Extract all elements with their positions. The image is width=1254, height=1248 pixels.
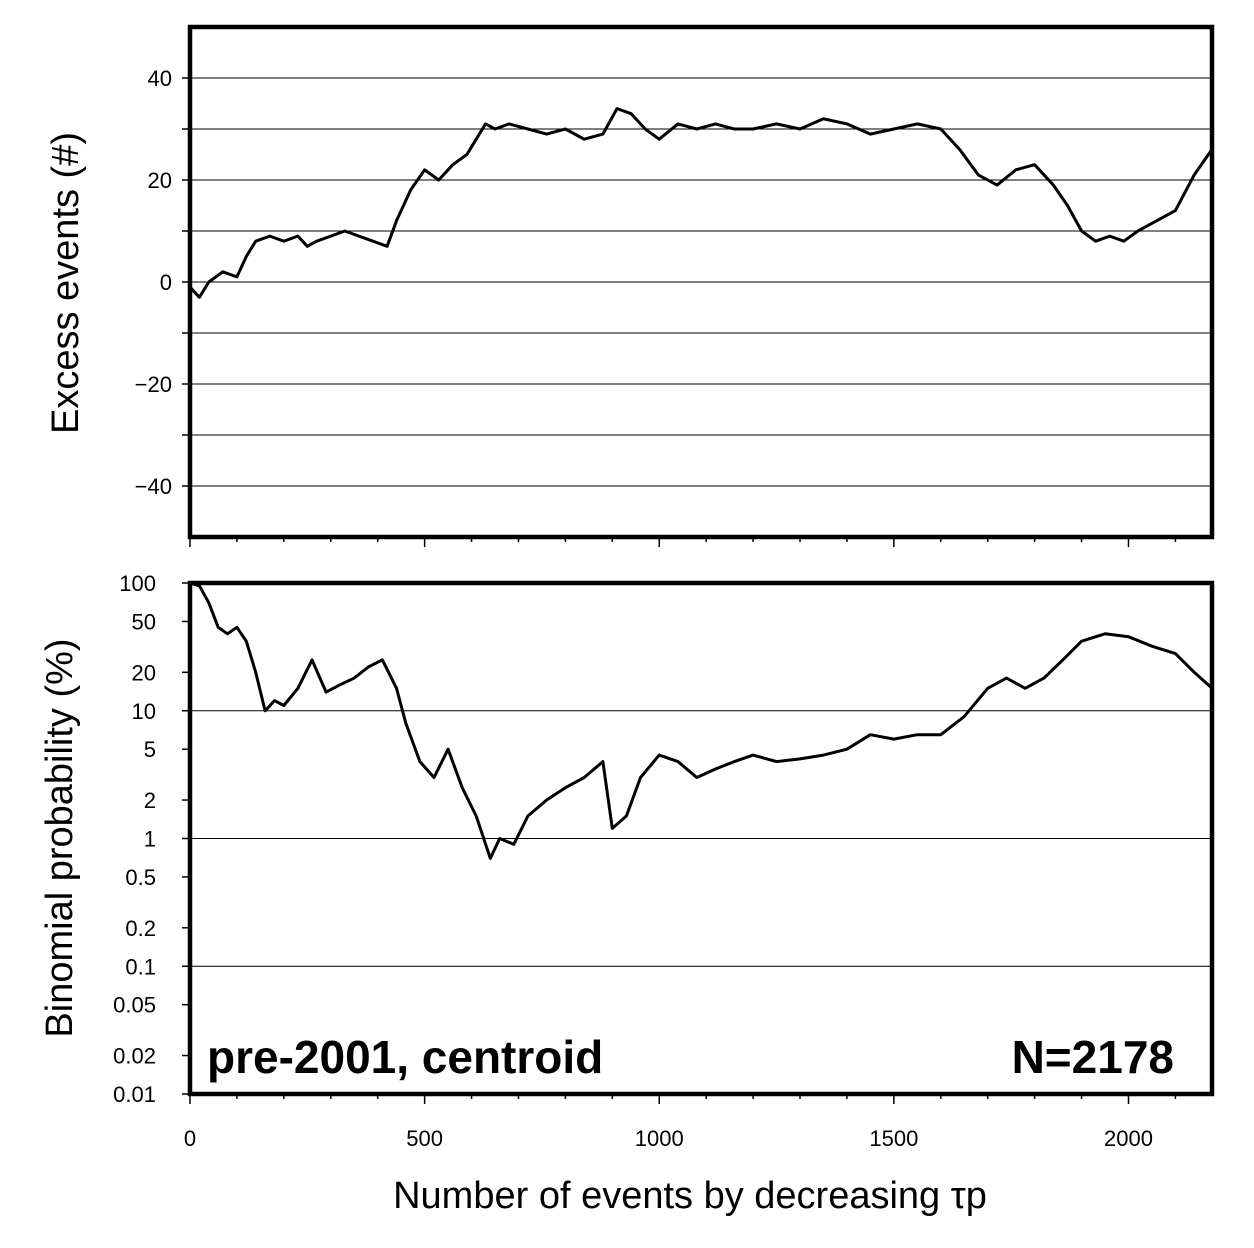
bottom-y-tick-label: 100 bbox=[119, 571, 156, 596]
dataset-annotation: pre-2001, centroid bbox=[207, 1031, 603, 1083]
x-tick-label: 500 bbox=[406, 1126, 443, 1151]
x-axis-title: Number of events by decreasing τp bbox=[393, 1175, 987, 1217]
top-y-tick-label: 40 bbox=[148, 66, 172, 91]
bottom-y-tick-label: 0.1 bbox=[125, 954, 156, 979]
bottom-y-tick-label: 0.01 bbox=[113, 1082, 156, 1107]
bottom-y-tick-label: 50 bbox=[132, 609, 156, 634]
bottom-y-tick-label: 2 bbox=[144, 788, 156, 813]
bottom-plot-frame bbox=[187, 580, 1215, 1097]
top-y-tick-label: 0 bbox=[160, 270, 172, 295]
bottom-y-tick-label: 10 bbox=[132, 699, 156, 724]
top-y-axis-title: Excess events (#) bbox=[45, 132, 87, 434]
bottom-y-tick-label: 5 bbox=[144, 737, 156, 762]
binomial-probability-line bbox=[189, 581, 1214, 860]
bottom-y-tick-label: 0.2 bbox=[125, 916, 156, 941]
top-y-tick-label: −40 bbox=[135, 474, 172, 499]
top-y-tick-label: −20 bbox=[135, 372, 172, 397]
x-tick-label: 1000 bbox=[635, 1126, 684, 1151]
top-plot-frame bbox=[187, 24, 1215, 540]
bottom-y-tick-label: 1 bbox=[144, 827, 156, 852]
excess-events-line bbox=[188, 107, 1214, 299]
bottom-y-axis-title: Binomial probability (%) bbox=[39, 638, 81, 1037]
top-y-tick-label: 20 bbox=[148, 168, 172, 193]
bottom-y-tick-label: 0.5 bbox=[125, 865, 156, 890]
x-tick-label: 2000 bbox=[1104, 1126, 1153, 1151]
bottom-y-tick-label: 20 bbox=[132, 660, 156, 685]
count-annotation: N=2178 bbox=[1012, 1031, 1174, 1083]
binomial-probability-panel: 100 50 20 10 5 2 1 0.5 0.2 0.1 0.05 0.02 0.01 0 500 100… bbox=[113, 571, 1215, 1151]
x-tick-label: 1500 bbox=[869, 1126, 918, 1151]
excess-events-panel: 40 20 0 −20 −40 bbox=[135, 24, 1215, 547]
x-tick-label: 0 bbox=[184, 1126, 196, 1151]
bottom-y-tick-label: 0.02 bbox=[113, 1044, 156, 1069]
bottom-y-tick-label: 0.05 bbox=[113, 993, 156, 1018]
